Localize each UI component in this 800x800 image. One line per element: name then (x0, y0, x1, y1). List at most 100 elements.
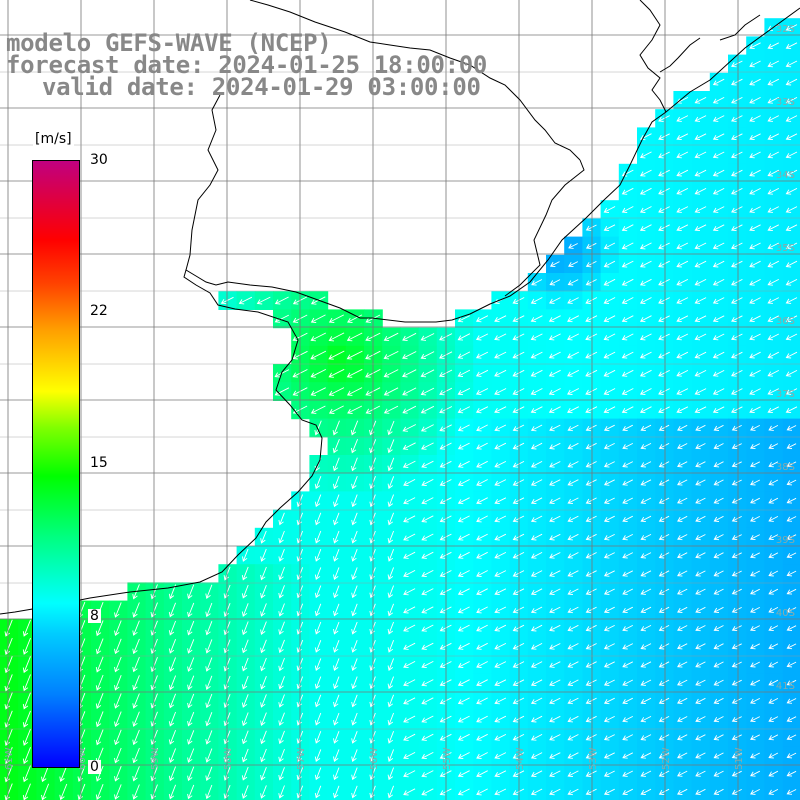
wind-arrow (314, 694, 322, 708)
wind-arrow (567, 570, 579, 577)
wind-arrow (603, 461, 615, 468)
wind-arrow (567, 497, 579, 504)
wind-arrow (603, 624, 615, 632)
wind-arrow (223, 766, 231, 781)
wind-arrow (95, 693, 104, 709)
wind-arrow (387, 731, 395, 744)
wind-arrow (677, 588, 688, 595)
wind-arrow (223, 584, 231, 599)
wind-arrow (585, 606, 597, 614)
wind-arrow (95, 638, 104, 655)
wind-arrow (387, 749, 395, 762)
wind-arrow (567, 643, 579, 650)
wind-arrow (475, 315, 489, 323)
wind-arrow (457, 624, 470, 632)
wind-arrow (549, 715, 561, 723)
wind-arrow (603, 442, 615, 450)
wind-arrow (476, 570, 488, 577)
wind-arrow (695, 697, 706, 704)
wind-arrow (677, 697, 688, 704)
wind-arrow (476, 515, 488, 523)
wind-arrow (387, 494, 395, 508)
wind-arrow (731, 734, 742, 741)
wind-arrow (457, 697, 470, 705)
wind-arrow (694, 206, 707, 213)
wind-arrow (658, 351, 670, 359)
wind-arrow (494, 752, 507, 759)
wind-arrow (622, 661, 634, 668)
wind-arrow (731, 479, 742, 486)
wind-arrow (114, 602, 122, 618)
wind-arrow (150, 711, 158, 727)
wind-arrow (260, 603, 267, 617)
wind-arrow (387, 512, 395, 526)
wind-arrow (768, 588, 779, 595)
wind-arrow (749, 115, 761, 122)
lon-label: 51W (734, 747, 745, 770)
wind-arrow (549, 297, 561, 304)
wind-arrow (403, 770, 416, 778)
wind-arrow (658, 333, 670, 341)
wind-arrow (549, 552, 561, 559)
wind-arrow (132, 747, 140, 764)
wind-arrow (785, 351, 798, 359)
wind-arrow (567, 315, 580, 323)
wind-arrow (786, 479, 797, 486)
wind-arrow (494, 624, 507, 632)
wind-arrow (314, 567, 322, 580)
wind-arrow (622, 715, 634, 723)
wind-arrow (767, 206, 780, 213)
wind-arrow (640, 715, 652, 723)
wind-arrow (403, 679, 416, 687)
wind-arrow (241, 566, 249, 581)
wind-arrow (328, 387, 345, 396)
wind-arrow (260, 639, 267, 654)
wind-arrow (132, 675, 140, 691)
wind-arrow (387, 549, 395, 562)
wind-arrow (677, 443, 688, 450)
lagoon-coast (639, 0, 667, 113)
wind-arrow (695, 552, 706, 559)
wind-arrow (77, 765, 86, 782)
wind-arrow (187, 602, 195, 618)
wind-arrow (749, 297, 761, 304)
wind-arrow (403, 624, 416, 632)
wind-arrow (205, 748, 213, 763)
wind-arrow (731, 570, 742, 577)
wind-arrow (314, 712, 322, 726)
wind-arrow (457, 770, 470, 778)
wind-arrow (187, 675, 195, 691)
wind-arrow (205, 602, 213, 618)
wind-arrow (457, 406, 471, 414)
lon-label: 58W (223, 747, 234, 770)
colorbar-label-0: 0 (88, 759, 101, 775)
wind-arrow (549, 679, 561, 687)
wind-arrow (403, 715, 416, 723)
wind-arrow (603, 515, 615, 523)
wind-arrow (639, 224, 652, 232)
wind-arrow (785, 24, 798, 31)
wind-arrow (658, 297, 670, 304)
wind-arrow (333, 640, 340, 653)
wind-arrow (658, 606, 670, 614)
wind-arrow (640, 533, 652, 541)
wind-arrow (786, 570, 797, 577)
wind-arrow (786, 698, 797, 704)
lon-label: 55W (442, 747, 453, 770)
uruguay-river (185, 94, 221, 271)
wind-arrow (530, 624, 543, 632)
wind-arrow (132, 602, 140, 618)
wind-arrow (187, 584, 195, 600)
wind-arrow (585, 297, 598, 304)
wind-arrow (676, 169, 689, 177)
wind-arrow (168, 711, 177, 727)
wind-arrow (223, 657, 231, 672)
wind-arrow (786, 625, 797, 631)
wind-arrow (676, 406, 689, 414)
wind-arrow (494, 406, 507, 414)
wind-arrow (351, 512, 358, 526)
colorbar-label-8: 8 (88, 608, 101, 624)
wind-arrow (731, 169, 743, 177)
wind-arrow (168, 730, 177, 745)
wind-arrow (402, 424, 417, 432)
